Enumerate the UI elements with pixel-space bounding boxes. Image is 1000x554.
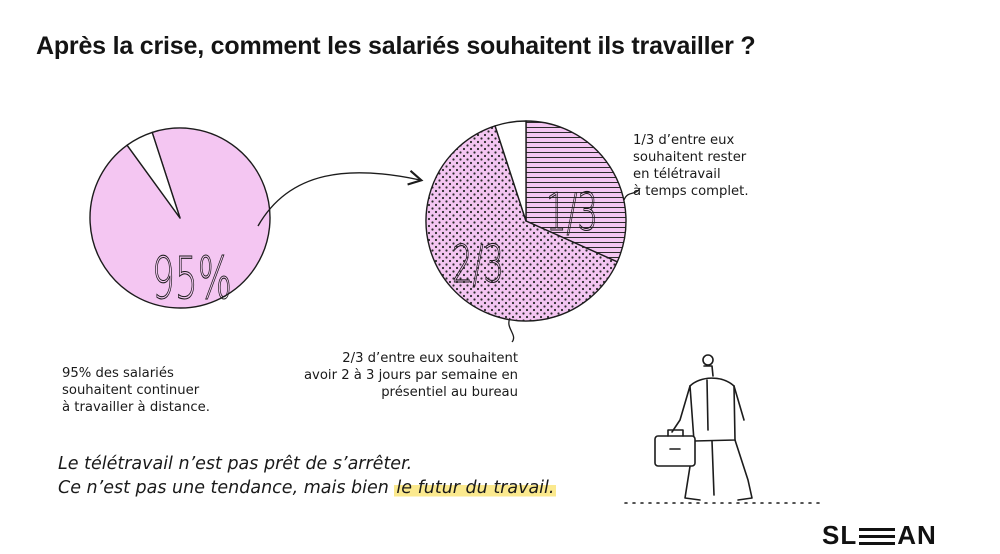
note-line: souhaitent rester	[633, 150, 747, 165]
note-line: 2/3 d’entre eux souhaitent	[342, 351, 518, 366]
pointer-to-two-thirds	[508, 317, 515, 343]
pointer-to-one-third	[623, 187, 641, 201]
logo-bars-icon	[859, 525, 896, 547]
pie-slice	[425, 125, 618, 322]
pie-slice-label: 2/3	[452, 235, 504, 295]
note-line: souhaitent continuer	[62, 383, 200, 398]
page-title: Après la crise, comment les salariés sou…	[36, 32, 756, 60]
quote-line-1: Le télétravail n’est pas prêt de s’arrêt…	[58, 454, 413, 474]
pie-slice-label: 95%	[152, 245, 232, 312]
note-line: à temps complet.	[633, 184, 749, 199]
note-line: avoir 2 à 3 jours par semaine en	[303, 368, 518, 383]
note-line: 95% des salariés	[62, 366, 174, 381]
pie-chart-95: 95%	[89, 127, 271, 313]
pie-slice	[525, 120, 627, 263]
note-line: à travailler à distance.	[62, 400, 210, 415]
brand-logo: SL AN	[822, 520, 937, 551]
note-line: en télétravail	[633, 167, 721, 182]
arrow-between-pies	[257, 170, 424, 227]
pie-slice	[494, 120, 527, 222]
note-two-thirds: 2/3 d’entre eux souhaitent avoir 2 à 3 j…	[300, 350, 518, 401]
logo-left-text: SL	[822, 520, 858, 550]
logo-right-text: AN	[897, 520, 937, 550]
pie-slice	[126, 131, 181, 219]
closing-quote: Le télétravail n’est pas prêt de s’arrêt…	[58, 452, 557, 500]
note-line: présentiel au bureau	[381, 385, 518, 400]
note-95-percent: 95% des salariés souhaitent continuer à …	[62, 365, 210, 416]
quote-highlight: le futur du travail.	[394, 478, 557, 498]
quote-line-2-text: Ce n’est pas une tendance, mais bien	[58, 478, 395, 498]
pie-chart-thirds: 1/32/3	[425, 120, 627, 322]
quote-line-2: Ce n’est pas une tendance, mais bien le …	[58, 476, 557, 500]
note-one-third: 1/3 d’entre eux souhaitent rester en tél…	[633, 132, 749, 200]
note-line: 1/3 d’entre eux	[633, 133, 735, 148]
walking-person-illustration	[624, 354, 821, 504]
